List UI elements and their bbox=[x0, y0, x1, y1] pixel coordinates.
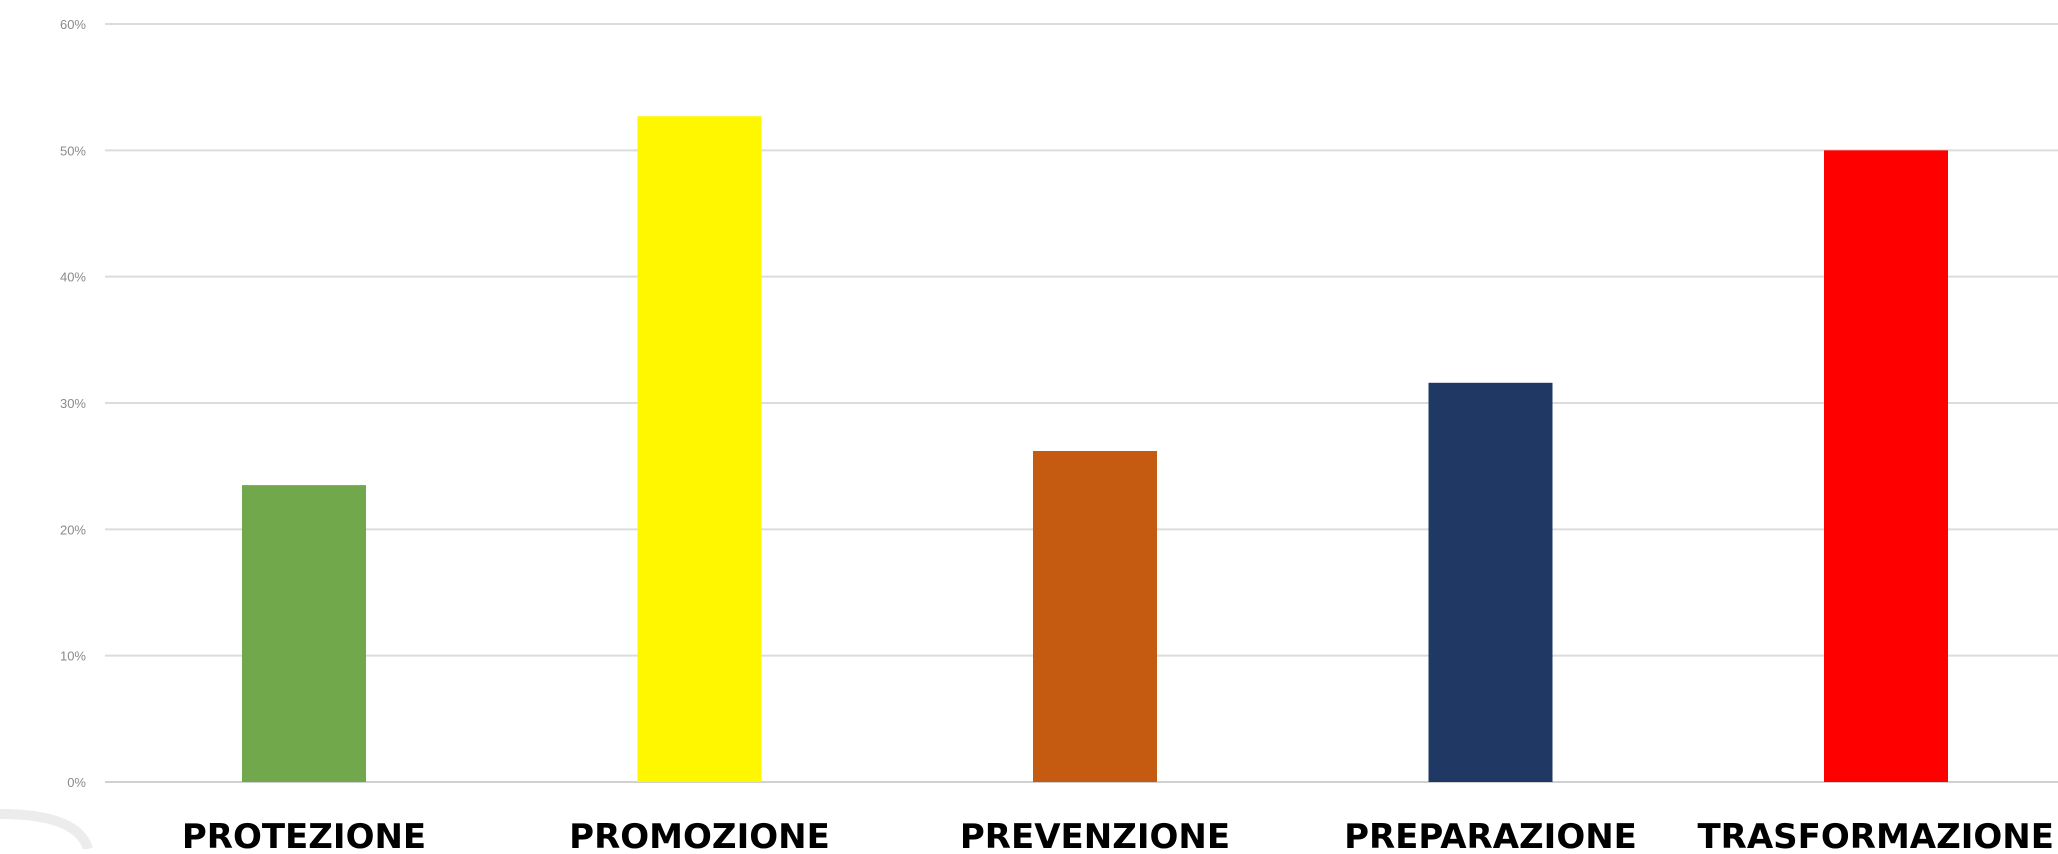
x-category-label: PROMOZIONE bbox=[569, 817, 830, 849]
y-tick-label: 40% bbox=[60, 270, 86, 285]
y-tick-label: 30% bbox=[60, 396, 86, 411]
corner-watermark-arc bbox=[0, 809, 93, 851]
bars bbox=[242, 116, 1948, 783]
y-axis-tick-labels: 0% 10% 20% 30% 40% 50% 60% bbox=[60, 17, 86, 790]
y-tick-label: 50% bbox=[60, 143, 86, 158]
x-axis-category-labels: PROTEZIONE PROMOZIONE PREVENZIONE PREPARAZI… bbox=[182, 817, 2054, 854]
y-tick-label: 20% bbox=[60, 522, 86, 537]
bar-promozione bbox=[637, 116, 762, 783]
y-tick-label: 0% bbox=[67, 775, 86, 790]
bar-protezione bbox=[242, 485, 366, 782]
x-category-label: PREPARAZIONE bbox=[1344, 817, 1637, 849]
bar-trasformazione bbox=[1824, 150, 1948, 783]
bar-preparazione bbox=[1428, 382, 1553, 782]
bar-prevenzione bbox=[1033, 451, 1157, 782]
x-category-label: PREVENZIONE bbox=[960, 817, 1230, 849]
y-tick-label: 10% bbox=[60, 649, 86, 664]
x-category-label: PROTEZIONE bbox=[182, 817, 426, 849]
x-category-label: TRASFORMAZIONE bbox=[1697, 817, 2054, 849]
y-tick-label: 60% bbox=[60, 17, 86, 32]
